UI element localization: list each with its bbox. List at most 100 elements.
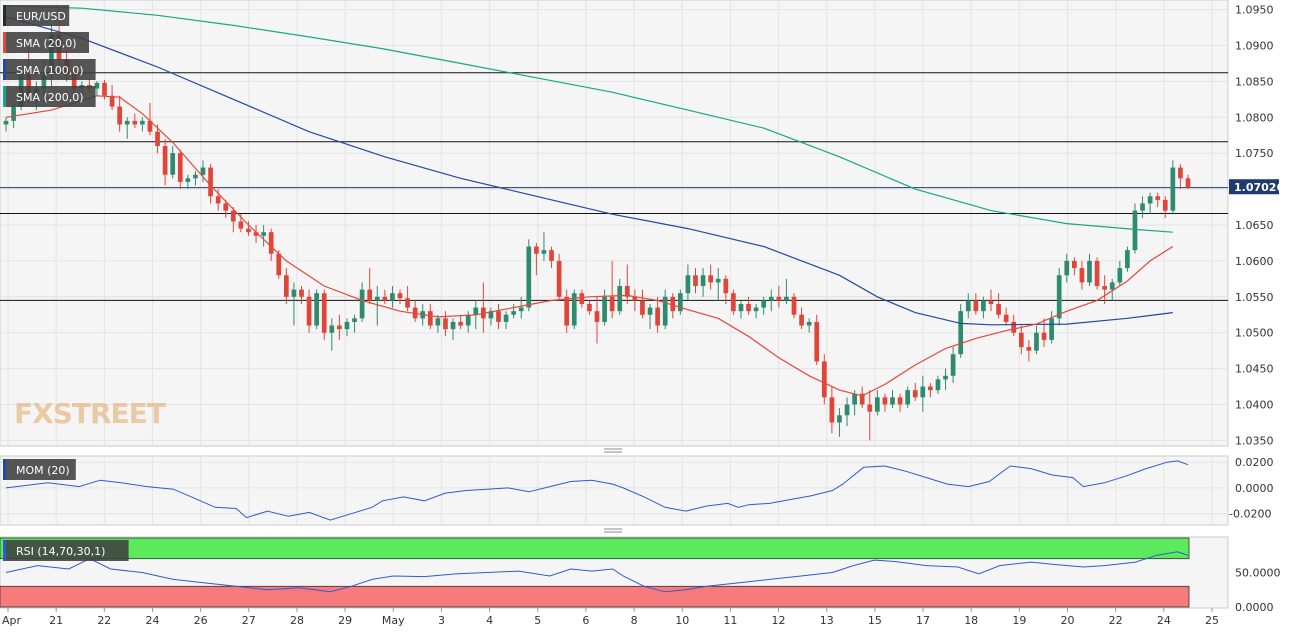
- candle: [359, 282, 365, 322]
- x-tick-label: 11: [723, 614, 737, 627]
- candle: [1147, 192, 1153, 215]
- candle: [534, 242, 539, 276]
- y-tick-label: 1.0350: [1235, 434, 1274, 447]
- legend-label: SMA (20,0): [16, 37, 77, 50]
- candle: [488, 307, 494, 326]
- candle: [276, 250, 282, 279]
- legend-item[interactable]: SMA (100,0): [3, 59, 96, 80]
- candle: [223, 199, 229, 218]
- panel-resize-handle[interactable]: [604, 528, 622, 533]
- candle: [518, 296, 524, 319]
- indicator-title: RSI (14,70,30,1): [16, 545, 105, 558]
- candle: [1125, 246, 1130, 272]
- y-tick-label: 0.0200: [1235, 456, 1274, 469]
- x-tick-label: 28: [290, 614, 304, 627]
- candle: [405, 286, 410, 312]
- x-tick-label: 26: [194, 614, 208, 627]
- x-tick-label: 8: [631, 614, 638, 627]
- candle: [965, 293, 971, 319]
- candle: [511, 303, 517, 319]
- candle: [776, 286, 782, 308]
- candle: [193, 171, 198, 186]
- x-tick-label: Apr: [2, 614, 22, 627]
- candle: [609, 260, 615, 319]
- x-tick-label: 10: [675, 614, 689, 627]
- last-price-tag: 1.07026: [1229, 179, 1284, 195]
- candle: [306, 289, 312, 333]
- candle: [185, 174, 191, 190]
- sma-200-line: [5, 5, 1173, 233]
- candle: [677, 289, 683, 315]
- candle: [905, 386, 911, 409]
- candle: [890, 390, 895, 409]
- candle: [693, 268, 698, 294]
- x-tick-label: May: [382, 614, 405, 627]
- candle: [443, 311, 448, 337]
- candle: [950, 347, 956, 383]
- candle: [1170, 160, 1176, 215]
- candle: [640, 289, 645, 319]
- legend-item[interactable]: SMA (20,0): [3, 32, 89, 53]
- candle: [397, 289, 403, 304]
- candle: [1034, 325, 1039, 355]
- candle: [337, 314, 342, 340]
- candle: [321, 289, 327, 340]
- candle: [844, 397, 850, 427]
- candle: [928, 382, 933, 398]
- x-tick-label: 24: [145, 614, 159, 627]
- indicator-label[interactable]: RSI (14,70,30,1): [3, 540, 129, 561]
- candle: [3, 117, 9, 132]
- candle: [208, 163, 213, 204]
- candle: [632, 289, 638, 312]
- legend-label: EUR/USD: [16, 10, 66, 23]
- candle: [1071, 257, 1077, 276]
- candle: [867, 390, 873, 441]
- candle: [1026, 339, 1032, 362]
- candle: [594, 296, 600, 344]
- momentum-line: [5, 460, 1189, 521]
- candle: [897, 393, 903, 412]
- y-tick-label: 0.0000: [1235, 482, 1274, 495]
- candle: [299, 286, 304, 304]
- candle: [283, 268, 289, 304]
- candle: [700, 268, 706, 297]
- candle: [715, 268, 721, 301]
- candle: [155, 124, 160, 154]
- candle: [1178, 163, 1183, 190]
- candle: [579, 289, 585, 308]
- candle: [708, 264, 714, 290]
- candle: [94, 81, 100, 96]
- candle: [1094, 257, 1100, 290]
- candle: [496, 303, 501, 330]
- legend-item[interactable]: SMA (200,0): [3, 86, 96, 107]
- candle: [1109, 278, 1115, 301]
- x-tick-label: 15: [868, 614, 882, 627]
- indicator-label[interactable]: MOM (20): [3, 459, 76, 480]
- x-tick-label: 3: [438, 614, 445, 627]
- x-tick-label: 4: [486, 614, 493, 627]
- candle: [1087, 253, 1092, 287]
- candle: [814, 314, 820, 366]
- legend-label: SMA (200,0): [16, 91, 84, 104]
- y-tick-label: 1.0750: [1235, 147, 1274, 160]
- candle: [200, 160, 206, 182]
- candle: [261, 225, 266, 247]
- candle: [829, 386, 835, 434]
- candle: [117, 95, 123, 132]
- candle: [1056, 268, 1062, 326]
- candle: [1011, 314, 1017, 337]
- candle: [1117, 260, 1123, 287]
- last-price-label: 1.07026: [1234, 181, 1284, 194]
- x-tick-label: 12: [772, 614, 786, 627]
- candle: [685, 264, 691, 301]
- candle: [571, 289, 577, 330]
- candle: [1003, 307, 1009, 326]
- legend-item[interactable]: EUR/USD: [3, 5, 70, 26]
- candle: [367, 268, 373, 304]
- rsi-line: [5, 551, 1189, 593]
- candle: [1162, 196, 1168, 218]
- panel-resize-handle[interactable]: [604, 448, 622, 453]
- candle: [655, 296, 660, 333]
- candle: [837, 408, 842, 437]
